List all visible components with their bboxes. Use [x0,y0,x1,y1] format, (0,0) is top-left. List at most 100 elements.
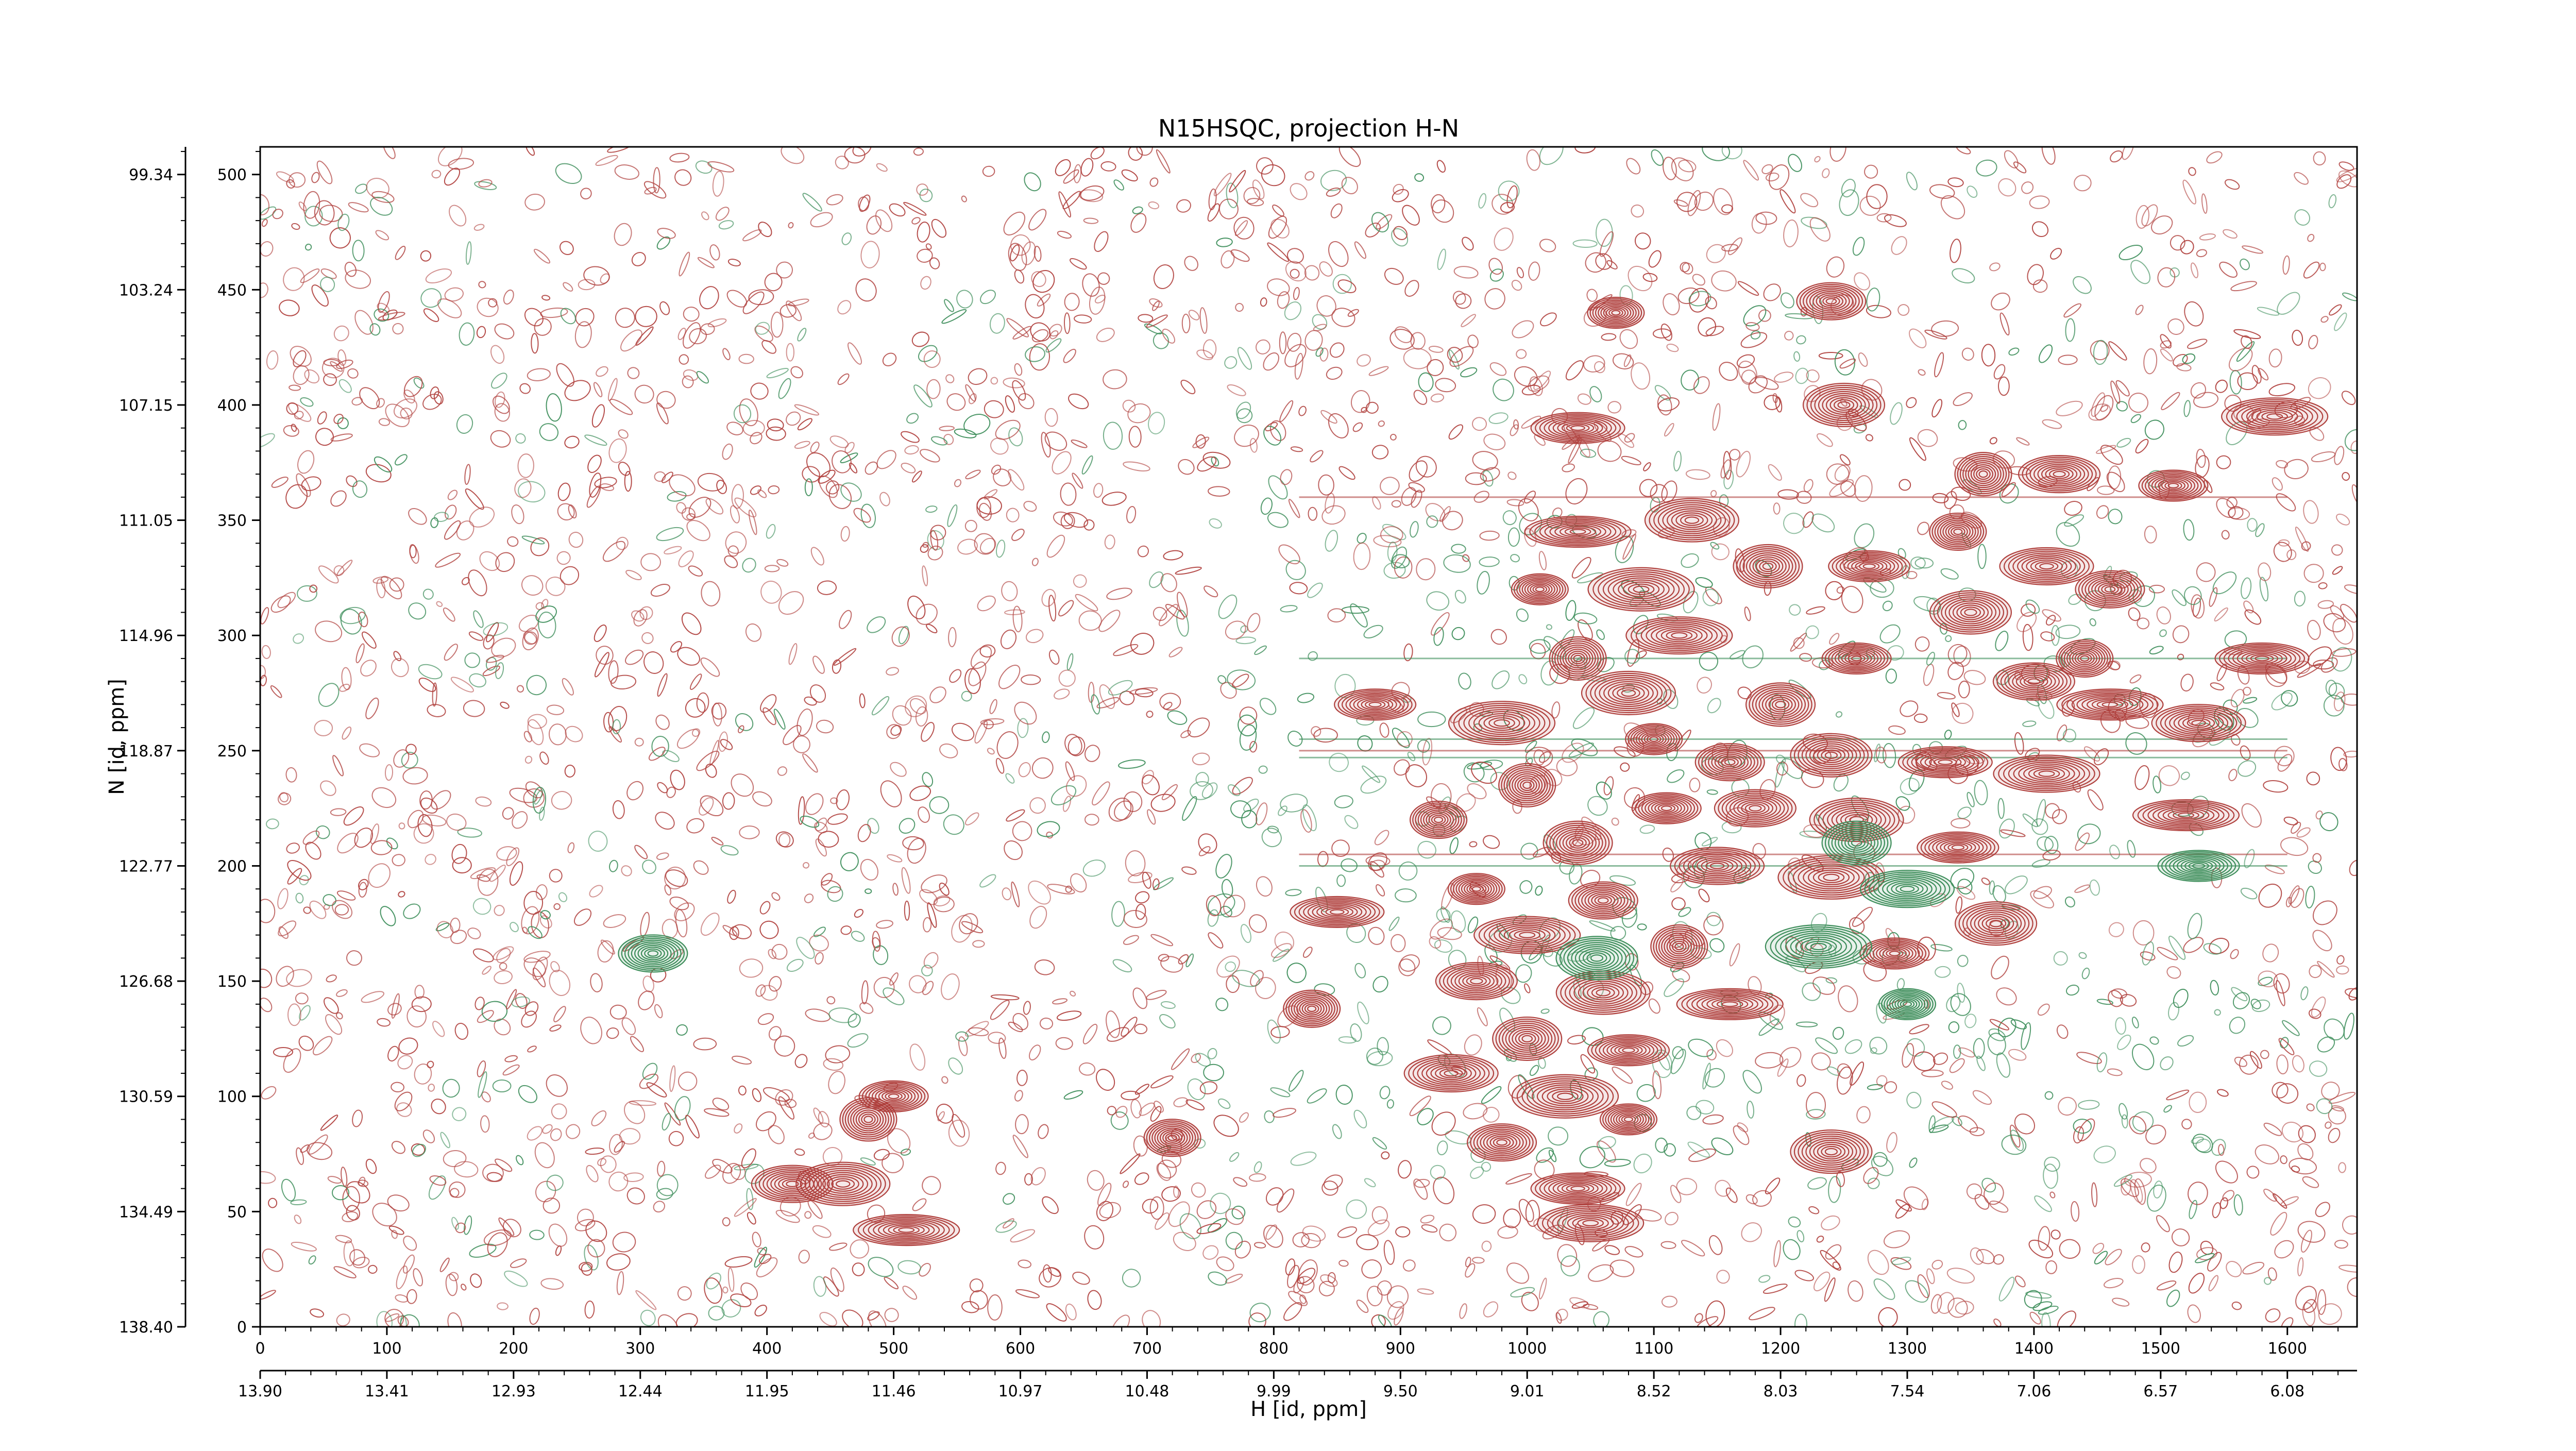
noise-contour [2147,1185,2166,1212]
noise-contour [2180,240,2194,255]
noise-contour [921,874,947,893]
noise-contour [1996,987,2017,1006]
peak-contour-ring [1603,306,1629,320]
peak-contour-ring [1687,854,1747,878]
peak-positive [1435,962,1518,1001]
noise-contour [1118,759,1146,769]
peak-contour-ring [1605,307,1626,319]
noise-contour [1494,227,1514,251]
noise-contour [1394,1307,1404,1326]
noise-contour [929,796,950,814]
noise-contour [487,1232,508,1257]
peak-contour-ring [1780,930,1857,963]
peak-contour-ring [1824,822,1889,863]
noise-contour [1156,1162,1172,1181]
noise-contour [1897,805,1916,824]
peak-contour-ring [1559,831,1597,855]
noise-contour [2115,1017,2126,1035]
noise-contour [470,1273,482,1288]
peak-contour-ring [1790,934,1848,959]
noise-contour [1838,985,1858,1013]
noise-contour [473,224,485,231]
noise-contour [2295,526,2309,552]
noise-contour [308,1255,316,1265]
peak-contour-ring [1486,1134,1517,1151]
noise-contour [305,841,321,860]
noise-contour [1111,1314,1130,1327]
noise-contour [352,480,368,498]
noise-contour [1510,1287,1535,1298]
noise-contour [1254,645,1267,655]
noise-contour [2095,445,2116,454]
noise-contour [1173,1186,1179,1198]
noise-contour [550,961,560,972]
noise-contour [778,378,791,399]
noise-contour [277,888,289,909]
noise-contour [1836,1171,1845,1187]
noise-contour [815,838,827,857]
noise-contour [2317,1036,2335,1053]
peak-contour-ring [1488,921,1566,949]
peak-contour-ring [1539,415,1617,442]
noise-contour [804,1211,812,1219]
peak-contour-ring [2173,713,2224,734]
noise-contour [1479,530,1500,541]
peak-contour-ring [1947,843,1969,852]
noise-contour [812,1225,832,1238]
noise-contour [603,712,614,733]
noise-contour [1134,688,1154,698]
chart-title: N15HSQC, projection H-N [1158,114,1459,142]
peak-contour-ring [1458,879,1495,899]
noise-contour [358,1176,366,1187]
noise-contour [818,831,839,848]
noise-contour [1249,740,1258,753]
noise-contour [794,404,820,416]
noise-contour [990,1000,1010,1020]
noise-contour [1231,1205,1246,1220]
peak-contour-ring [1806,384,1882,426]
peak-contour-ring [1535,413,1621,443]
noise-contour [553,1006,566,1022]
peak-contour-ring [1151,1124,1194,1152]
noise-contour [1581,816,1602,840]
noise-contour [1392,554,1410,568]
peak-contour-ring [1539,520,1617,544]
noise-contour [770,311,784,338]
peak-positive [795,1161,891,1206]
peak-contour-ring [826,1176,859,1192]
noise-contour [1585,252,1607,273]
noise-contour [696,371,709,384]
noise-contour [2130,1179,2143,1203]
noise-contour [767,418,784,432]
noise-contour [745,623,762,642]
noise-contour [1018,1259,1032,1269]
peak-positive [1543,820,1613,865]
noise-contour [2281,690,2298,707]
noise-contour [440,1132,450,1149]
peak-contour-ring [628,939,679,968]
peak-contour-ring [1524,515,1632,548]
noise-contour [814,821,828,834]
noise-contour [1156,149,1171,174]
peak-contour-ring [2026,558,2067,575]
noise-contour [1944,491,1957,510]
peak-positive [1587,567,1695,612]
noise-contour [2144,526,2157,544]
noise-contour [1560,1255,1580,1277]
noise-contour [490,373,507,389]
noise-contour [1054,688,1070,700]
noise-contour [1122,1180,1129,1188]
noise-contour [712,1158,733,1174]
peak-contour-ring [1513,575,1566,604]
noise-contour [1414,173,1425,182]
peak-contour-ring [1617,687,1640,699]
noise-contour [1473,491,1489,503]
peak-contour-ring [1298,899,1376,925]
peak-contour-ring [1417,806,1460,834]
noise-contour [1695,577,1713,588]
noise-contour [1239,724,1257,751]
noise-contour [2263,1188,2277,1202]
peak-positive [1790,733,1873,778]
noise-contour [1039,1267,1061,1288]
noise-contour [841,232,852,245]
